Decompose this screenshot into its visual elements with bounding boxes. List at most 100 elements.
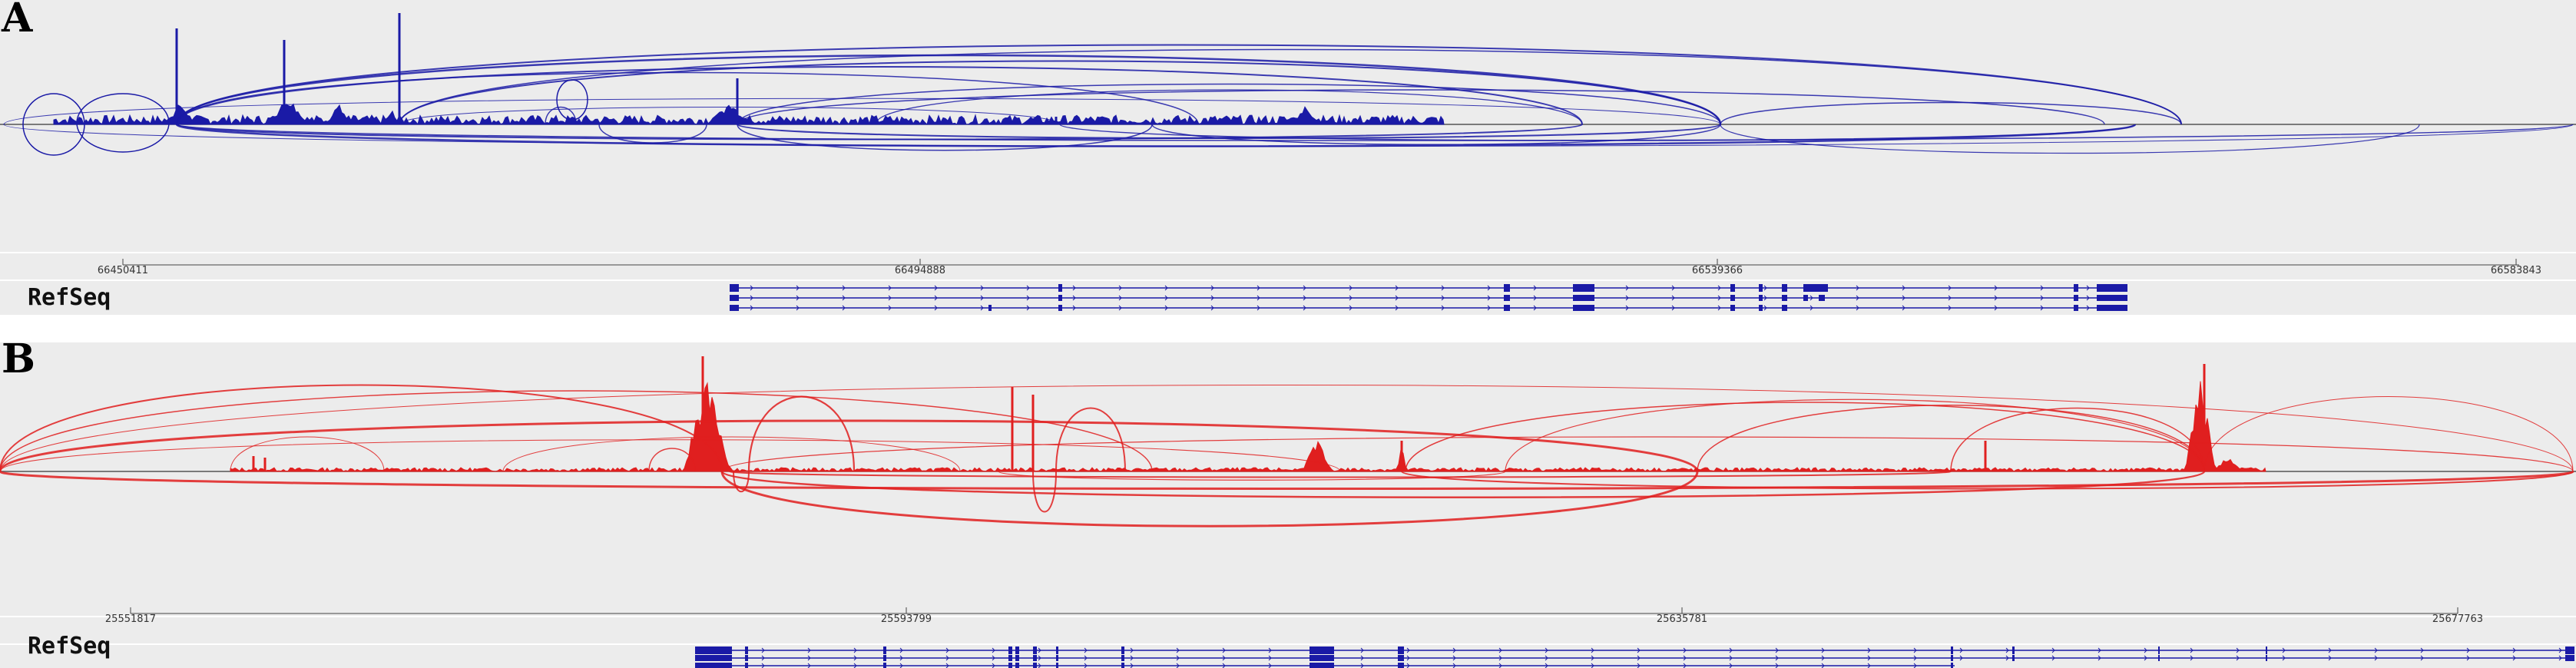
junction-arc (0, 390, 1153, 472)
transcript-strand-arrow (1360, 655, 1364, 661)
transcript-strand-arrow (1395, 295, 1399, 301)
transcript-strand-arrow (1867, 663, 1871, 668)
junction-arc (0, 419, 1699, 472)
transcript-strand-arrow (1406, 647, 1410, 653)
coverage-track-background (0, 342, 2576, 616)
transcript-strand-arrow (842, 285, 846, 291)
transcript-exon (2074, 305, 2078, 311)
transcript-exon (1573, 295, 1594, 301)
transcript-exon (2012, 647, 2015, 654)
transcript-strand-arrow (1406, 663, 1410, 668)
transcript-exon (1759, 305, 1763, 311)
transcript-exon (730, 295, 739, 301)
junction-arc (0, 439, 1341, 472)
transcript-strand-arrow (980, 295, 984, 301)
junction-arc (875, 89, 1583, 125)
transcript-strand-arrow (888, 295, 892, 301)
transcript-strand-arrow (1210, 305, 1214, 311)
panel-a-graphic (0, 0, 2576, 315)
panel-b-track-label[interactable]: RefSeq (28, 633, 111, 660)
transcript-strand-arrow (2005, 655, 2009, 661)
transcript-strand-arrow (1072, 295, 1076, 301)
transcript-strand-arrow (1591, 655, 1594, 661)
junction-arc (1697, 405, 2205, 472)
transcript-exon (1730, 295, 1735, 301)
transcript-exon (2097, 295, 2127, 301)
transcript-strand-arrow (1637, 663, 1641, 668)
transcript-strand-arrow (1038, 663, 1041, 668)
transcript-exon (1951, 663, 1953, 668)
transcript-strand-arrow (1775, 663, 1779, 668)
transcript-strand-arrow (796, 285, 800, 291)
transcript-exon (745, 655, 748, 661)
transcript-strand-arrow (1303, 285, 1306, 291)
junction-arc (1401, 471, 2574, 490)
transcript-strand-arrow (2051, 655, 2055, 661)
transcript-strand-arrow (1164, 305, 1168, 311)
transcript-exon (1058, 284, 1062, 292)
transcript-strand-arrow (1902, 295, 1906, 301)
coverage-histogram (230, 381, 2266, 472)
transcript-exon (2097, 305, 2127, 311)
transcript-strand-arrow (761, 647, 765, 653)
panel-a-label: A (2, 0, 33, 41)
junction-arc (3, 98, 1721, 125)
transcript-exon (745, 647, 748, 654)
transcript-strand-arrow (1210, 285, 1214, 291)
transcript-strand-arrow (1118, 295, 1122, 301)
transcript-strand-arrow (1257, 285, 1260, 291)
transcript-strand-arrow (899, 655, 903, 661)
junction-arc (176, 66, 1583, 125)
transcript-strand-arrow (1487, 285, 1491, 291)
transcript-strand-arrow (1257, 305, 1260, 311)
transcript-strand-arrow (853, 655, 857, 661)
transcript-strand-arrow (1683, 647, 1687, 653)
transcript-exon (2158, 655, 2160, 661)
transcript-exon (1573, 305, 1594, 311)
transcript-strand-arrow (2040, 305, 2044, 311)
transcript-strand-arrow (1994, 305, 1998, 311)
transcript-exon (695, 655, 732, 661)
junction-loop (556, 79, 588, 121)
transcript-strand-arrow (1130, 663, 1134, 668)
junction-arc (1059, 124, 2136, 141)
transcript-strand-arrow (1763, 305, 1767, 311)
transcript-strand-arrow (1257, 295, 1260, 301)
panel-a-track-label[interactable]: RefSeq (28, 284, 111, 311)
transcript-strand-arrow (1729, 663, 1733, 668)
junction-arc (230, 436, 385, 472)
panel-b-label: B (2, 336, 35, 382)
transcript-strand-arrow (807, 655, 811, 661)
transcript-strand-arrow (796, 305, 800, 311)
transcript-strand-arrow (1637, 647, 1641, 653)
transcript-exon (2565, 647, 2574, 654)
transcript-exon (1121, 663, 1124, 668)
transcript-strand-arrow (1994, 295, 1998, 301)
panel-b-graphic (0, 342, 2576, 668)
transcript-strand-arrow (842, 295, 846, 301)
axis-track-background (0, 617, 2576, 643)
transcript-exon (1759, 284, 1763, 292)
transcript-exon (1504, 305, 1510, 311)
junction-arc (720, 471, 1699, 527)
junction-arc (1405, 402, 2205, 472)
transcript-strand-arrow (2236, 647, 2240, 653)
junction-arc (0, 385, 2574, 472)
transcript-strand-arrow (1406, 655, 1410, 661)
panel-b-tick-4: 25677763 (2432, 613, 2484, 625)
transcript-strand-arrow (1533, 305, 1537, 311)
panel-a-tick-3: 66539366 (1691, 265, 1743, 276)
junction-arc (720, 470, 2206, 498)
panel-a-tick-1: 66450411 (97, 265, 149, 276)
transcript-exon (1504, 284, 1510, 292)
transcript-strand-arrow (1763, 295, 1767, 301)
junction-arc (1720, 101, 2182, 125)
transcript-strand-arrow (1072, 285, 1076, 291)
transcript-strand-arrow (945, 647, 949, 653)
transcript-strand-arrow (899, 663, 903, 668)
coverage-track-background (0, 0, 2576, 252)
transcript-strand-arrow (1637, 655, 1641, 661)
transcript-strand-arrow (1487, 295, 1491, 301)
transcript-exon (1782, 284, 1787, 292)
transcript-strand-arrow (1671, 285, 1675, 291)
